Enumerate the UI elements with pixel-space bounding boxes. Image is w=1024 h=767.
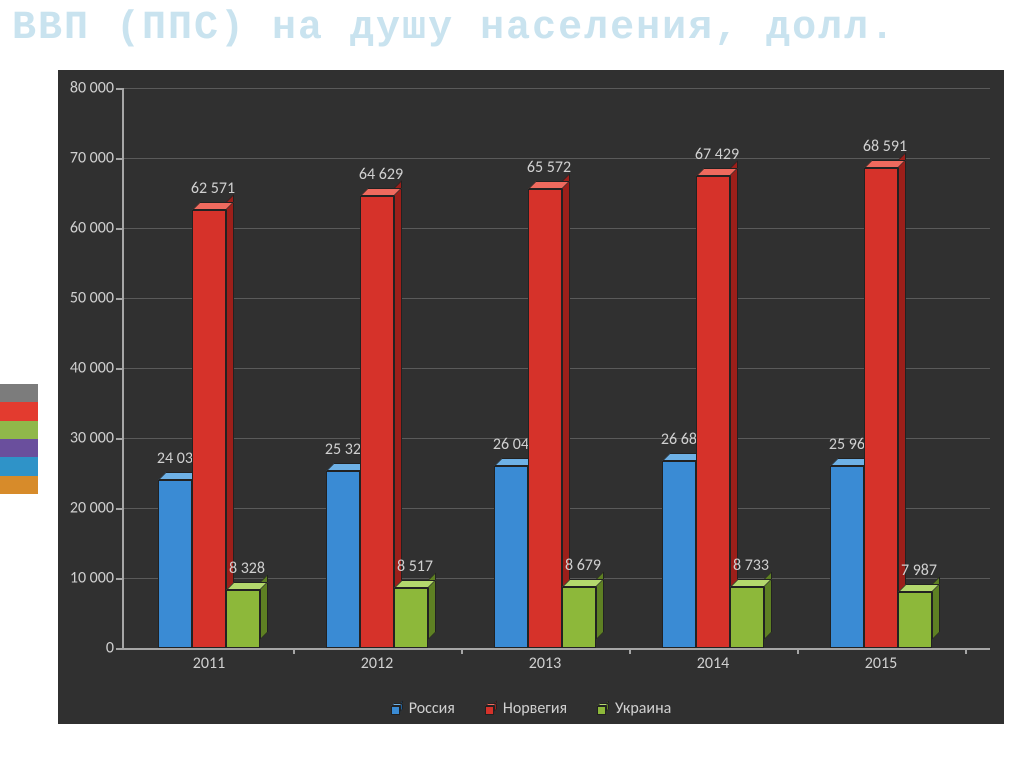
bar: [864, 160, 906, 648]
bar: [528, 181, 570, 648]
slide: ВВП (ППС) на душу населения, долл. 0 10 0…: [0, 0, 1024, 767]
y-tick-label: 80 000: [70, 79, 114, 98]
y-tick-label: 40 000: [70, 359, 114, 378]
data-label: 67 429: [695, 145, 739, 164]
legend-swatch: [597, 703, 609, 715]
bar: [360, 188, 402, 648]
bar: [898, 584, 940, 648]
y-tick-label: 10 000: [70, 569, 114, 588]
data-label: 8 679: [565, 556, 601, 575]
gridline: [124, 88, 990, 89]
bar: [730, 579, 772, 648]
y-tick-label: 0: [106, 639, 114, 658]
x-tick-label: 2015: [865, 654, 897, 673]
legend-label: Украина: [615, 699, 671, 718]
legend-item: Норвегия: [485, 699, 567, 718]
chart-container: 0 10 000 20 000 30 000 40 000 50 000 60 000 70 …: [58, 70, 1004, 724]
y-tick-label: 30 000: [70, 429, 114, 448]
chart-legend: Россия Норвегия Украина: [58, 699, 1004, 718]
y-tick-label: 70 000: [70, 149, 114, 168]
legend-item: Россия: [391, 699, 455, 718]
legend-item: Украина: [597, 699, 671, 718]
y-tick-label: 50 000: [70, 289, 114, 308]
data-label: 62 571: [191, 179, 235, 198]
bar: [226, 582, 268, 648]
x-tick-label: 2011: [193, 654, 225, 673]
data-label: 64 629: [359, 165, 403, 184]
side-color-strip: [0, 384, 38, 494]
x-tick-label: 2014: [697, 654, 729, 673]
data-label: 65 572: [527, 158, 571, 177]
bar: [696, 168, 738, 648]
y-tick-label: 20 000: [70, 499, 114, 518]
legend-label: Норвегия: [503, 699, 567, 718]
data-label: 8 733: [733, 556, 769, 575]
y-tick-label: 60 000: [70, 219, 114, 238]
chart-title: ВВП (ППС) на душу населения, долл.: [12, 6, 896, 51]
x-tick-label: 2012: [361, 654, 393, 673]
bar: [562, 579, 604, 648]
data-label: 7 987: [901, 561, 937, 580]
legend-swatch: [485, 703, 497, 715]
chart-plot-area: 010 00020 00030 00040 00050 00060 00070 …: [122, 88, 990, 650]
data-label: 68 591: [863, 137, 907, 156]
data-label: 8 517: [397, 557, 433, 576]
data-label: 8 328: [229, 559, 265, 578]
legend-swatch: [391, 703, 403, 715]
x-tick-label: 2013: [529, 654, 561, 673]
bar: [394, 580, 436, 648]
legend-label: Россия: [409, 699, 455, 718]
